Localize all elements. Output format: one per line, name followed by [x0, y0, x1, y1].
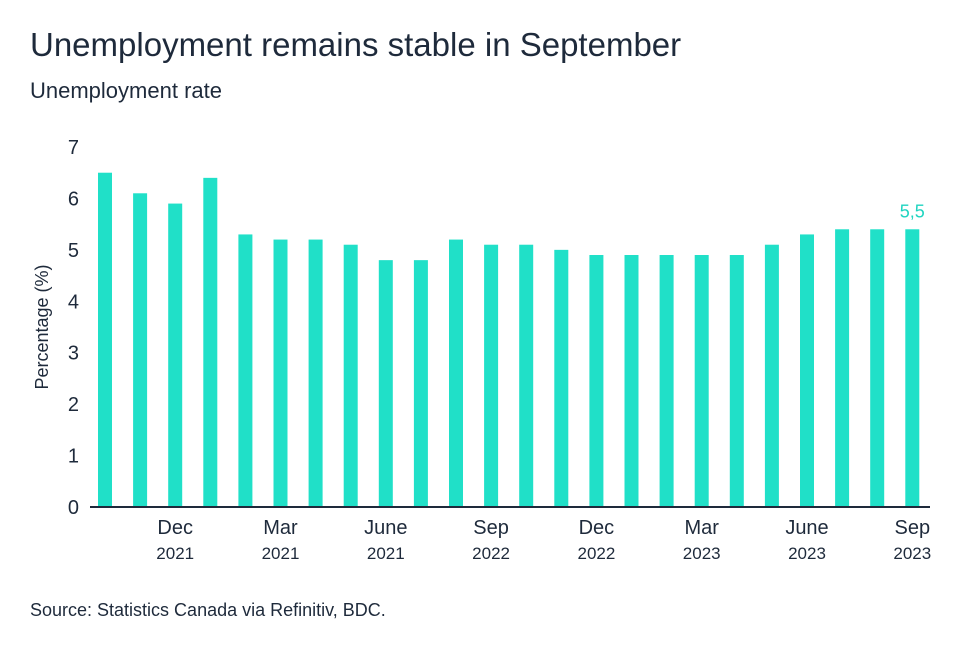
bar	[378, 260, 393, 507]
chart-subtitle: Unemployment rate	[30, 78, 222, 103]
x-tick-month: June	[785, 517, 828, 539]
x-tick-year: 2022	[472, 544, 510, 563]
x-tick-month: Mar	[684, 517, 719, 539]
annotations: 5,5	[900, 201, 925, 221]
y-tick-label: 4	[68, 291, 79, 313]
x-tick-month: Dec	[579, 517, 615, 539]
bar-chart: 0 1 2 3 4 5 6 7 Percentage (%) Dec 2021 Mar 2021 Ju…	[32, 137, 931, 563]
bar	[624, 255, 639, 507]
bar	[870, 229, 885, 508]
bar	[203, 177, 218, 507]
bar	[554, 249, 569, 507]
chart-title: Unemployment remains stable in September	[30, 26, 682, 63]
x-tick-year: 2021	[156, 544, 194, 563]
bar	[343, 244, 358, 507]
y-tick-label: 0	[68, 497, 79, 519]
x-tick-month: Dec	[157, 517, 193, 539]
y-tick-label: 5	[68, 240, 79, 262]
bar	[519, 244, 534, 507]
bars	[98, 172, 920, 508]
bar	[800, 234, 814, 507]
y-tick-label: 1	[68, 446, 79, 468]
bar	[835, 229, 850, 508]
bar	[308, 239, 323, 508]
x-tick-year: 2023	[788, 544, 826, 563]
bar	[133, 193, 148, 508]
x-tick-year: 2023	[683, 544, 721, 563]
x-axis-ticks: Dec 2021 Mar 2021 June 2021 Sep 2022 Dec 2022 Mar 2…	[156, 517, 931, 563]
bar	[589, 255, 604, 507]
bar	[273, 239, 288, 508]
bar	[238, 234, 253, 507]
x-tick-month: Sep	[895, 517, 931, 539]
bar	[98, 172, 112, 507]
y-tick-label: 6	[68, 188, 79, 210]
x-tick-year: 2021	[367, 544, 405, 563]
source-note: Source: Statistics Canada via Refinitiv,…	[30, 600, 386, 620]
x-tick-year: 2021	[262, 544, 300, 563]
x-tick-month: June	[364, 517, 407, 539]
bar	[484, 244, 499, 507]
bar	[168, 203, 183, 508]
bar	[449, 239, 463, 508]
bar	[659, 255, 674, 507]
bar	[764, 244, 779, 507]
bar	[905, 229, 920, 508]
x-tick-year: 2023	[893, 544, 931, 563]
y-tick-label: 3	[68, 343, 79, 365]
y-axis-ticks: 0 1 2 3 4 5 6 7	[68, 137, 79, 519]
data-label: 5,5	[900, 201, 925, 221]
bar	[413, 260, 428, 507]
x-tick-month: Mar	[263, 517, 298, 539]
y-axis-label: Percentage (%)	[32, 264, 52, 389]
x-tick-year: 2022	[577, 544, 615, 563]
y-tick-label: 2	[68, 394, 79, 416]
bar	[694, 255, 709, 507]
bar	[729, 255, 744, 507]
x-tick-month: Sep	[473, 517, 509, 539]
y-tick-label: 7	[68, 137, 79, 159]
